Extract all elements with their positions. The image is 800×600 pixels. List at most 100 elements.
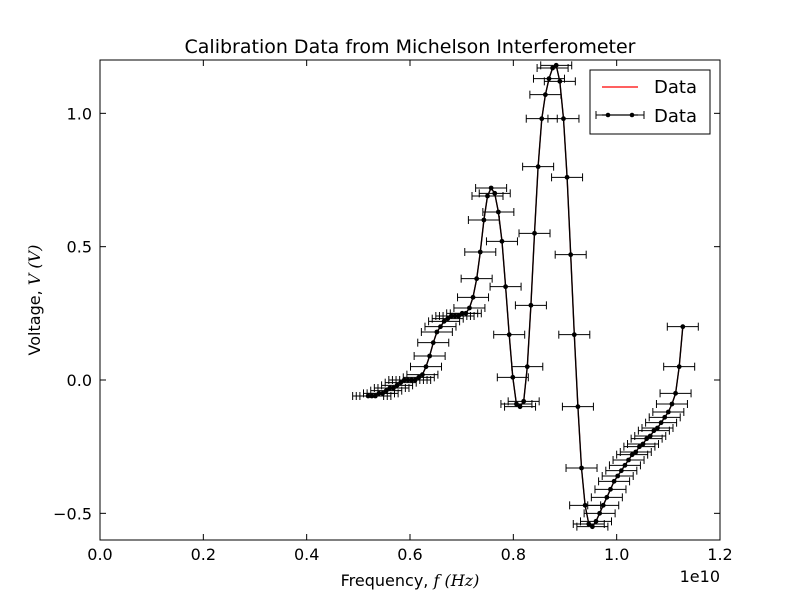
chart-title: Calibration Data from Michelson Interfer… [185, 36, 636, 58]
data-point [445, 316, 451, 322]
data-point [488, 185, 494, 191]
data-point [633, 449, 639, 455]
data-point [517, 404, 523, 410]
y-tick-label: 0.5 [67, 238, 92, 257]
data-point [557, 78, 563, 84]
x-offset-label: 1e10 [680, 567, 720, 586]
data-point [655, 425, 660, 431]
data-point [571, 332, 577, 338]
data-point [582, 502, 588, 508]
data-point [427, 353, 433, 359]
data-point [546, 76, 552, 82]
data-point [586, 521, 592, 527]
data-point [528, 302, 534, 308]
data-point [647, 433, 653, 439]
y-tick-label: −0.5 [53, 504, 92, 523]
data-point [575, 404, 581, 410]
x-tick-label: 0.8 [501, 545, 526, 564]
plot-data-layer [352, 61, 699, 531]
data-point [535, 164, 541, 170]
data-point [665, 409, 671, 415]
data-point [463, 310, 469, 316]
data-point [673, 390, 678, 396]
data-point [669, 401, 675, 407]
data-point [477, 249, 483, 255]
data-point [474, 276, 480, 282]
data-point [597, 510, 603, 516]
data-point [416, 374, 422, 380]
data-point [608, 486, 613, 492]
data-point [506, 332, 512, 338]
data-point [510, 374, 516, 380]
data-point [492, 190, 498, 196]
legend-box [589, 69, 711, 135]
data-point [423, 364, 429, 370]
data-point [568, 252, 574, 258]
data-point [503, 284, 508, 290]
data-point [376, 390, 382, 396]
y-axis-label: Voltage, V (V) [25, 245, 44, 356]
data-point [680, 324, 686, 330]
data-point [676, 364, 682, 370]
x-tick-label: 0.2 [191, 545, 216, 564]
data-point [409, 377, 414, 383]
x-tick-label: 0.6 [397, 545, 422, 564]
data-point [387, 385, 393, 391]
data-point [524, 364, 530, 370]
data-point [383, 388, 389, 394]
data-point [470, 294, 476, 300]
axis-ticks: 0.0 0.2 0.4 0.6 0.8 1.0 1.2 −0.5 0.0 0.5 1.0 [53, 60, 733, 564]
data-point [459, 310, 465, 316]
data-point [452, 313, 458, 319]
errorbar-series-line [368, 64, 684, 528]
legend-swatch-errorbar [595, 111, 645, 119]
data-point [640, 441, 646, 447]
data-point [532, 230, 537, 236]
data-point [365, 393, 371, 399]
data-point [448, 313, 454, 319]
data-point [550, 65, 555, 71]
data-point [626, 457, 631, 463]
x-axis-label: Frequency, f (Hz) [341, 571, 480, 590]
y-tick-label: 0.0 [67, 371, 92, 390]
data-point [420, 372, 425, 378]
x-tick-label: 1.2 [707, 545, 732, 564]
data-point [430, 340, 436, 346]
data-point [391, 385, 396, 391]
data-point [658, 420, 664, 426]
data-point [467, 305, 472, 311]
data-point [521, 398, 527, 404]
data-point [542, 92, 548, 98]
data-point [589, 524, 595, 530]
data-point [622, 462, 628, 468]
data-point [499, 238, 505, 244]
data-point [372, 393, 378, 399]
legend-label-line: Data [654, 77, 697, 98]
data-point [615, 473, 621, 479]
x-tick-label: 1.0 [604, 545, 629, 564]
data-point [618, 468, 624, 474]
series-line [368, 64, 684, 528]
data-point [438, 324, 443, 330]
data-point [561, 116, 566, 122]
data-point [380, 390, 386, 396]
data-point [611, 478, 617, 484]
data-point [600, 502, 606, 508]
data-point [369, 393, 375, 399]
data-point [394, 382, 400, 388]
data-point [481, 217, 487, 223]
data-point [662, 414, 668, 420]
data-point [401, 377, 407, 383]
x-tick-label: 0.0 [87, 545, 112, 564]
data-point [593, 518, 599, 524]
data-point [553, 62, 559, 68]
data-point [456, 313, 461, 319]
data-point [651, 428, 657, 434]
data-point [637, 444, 642, 450]
data-point [514, 401, 519, 407]
legend-label-errorbar: Data [654, 106, 697, 127]
data-point [604, 494, 610, 500]
data-point [644, 436, 650, 442]
x-tick-label: 0.4 [294, 545, 319, 564]
